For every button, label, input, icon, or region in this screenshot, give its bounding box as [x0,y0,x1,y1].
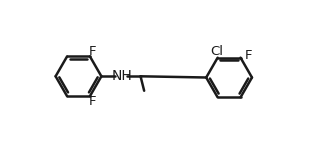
Text: F: F [245,49,253,62]
Text: NH: NH [112,69,132,83]
Text: F: F [89,44,96,58]
Text: Cl: Cl [210,44,224,58]
Text: F: F [89,95,96,108]
